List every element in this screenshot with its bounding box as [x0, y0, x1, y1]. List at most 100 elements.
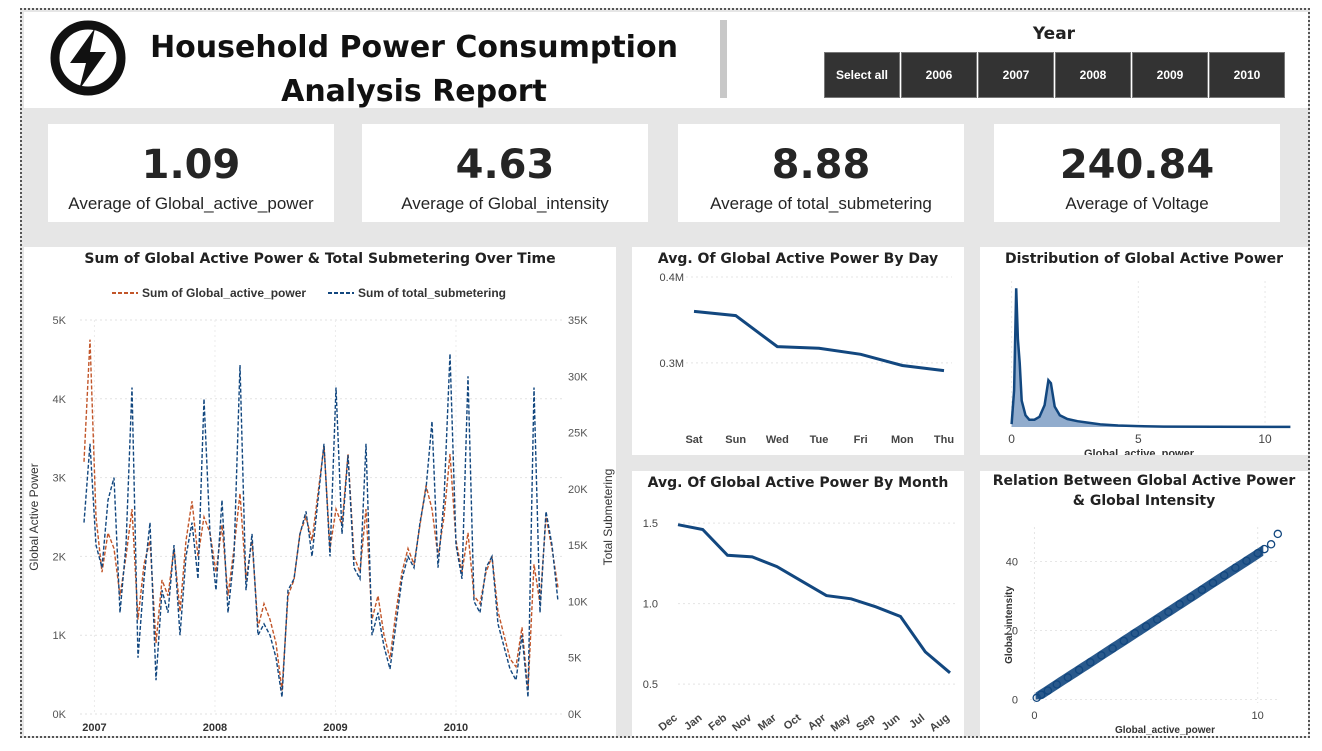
x-tick-label: 2010: [444, 722, 468, 734]
legend-label: Sum of total_submetering: [358, 286, 506, 300]
scatter-point: [1086, 658, 1095, 667]
y2-axis-title: Total Submetering: [601, 469, 615, 566]
y2-tick-label: 20K: [568, 484, 588, 496]
x-tick-label: Wed: [766, 434, 789, 446]
y-tick-label: 0.5: [643, 679, 658, 691]
scatter-point: [1043, 686, 1053, 695]
y2-tick-label: 30K: [568, 371, 588, 383]
day-chart-card[interactable]: Avg. Of Global Active Power By Day 0.4M 0…: [632, 247, 964, 455]
y-tick-label: 1.5: [643, 518, 658, 530]
y-tick-label: 3K: [53, 473, 67, 485]
x-tick-label: Aug: [928, 712, 952, 735]
x-tick-label: 2009: [323, 722, 347, 734]
kpi-value: 8.88: [771, 142, 871, 188]
y2-tick-label: 0K: [568, 709, 582, 721]
scatter-point: [1164, 607, 1173, 617]
y2-tick-label: 25K: [568, 428, 588, 440]
kpi-value: 240.84: [1059, 142, 1215, 188]
x-tick-label: Sun: [725, 434, 746, 446]
year-slicer[interactable]: Select all 2006 2007 2008 2009 2010: [824, 52, 1285, 98]
chart-title: Relation Between Global Active Power & G…: [992, 473, 1296, 509]
scatter-point: [1036, 690, 1046, 699]
dashboard-canvas: Household Power Consumption Analysis Rep…: [20, 8, 1310, 738]
kpi-label: Average of Global_intensity: [401, 194, 609, 213]
day-series-line: [693, 309, 945, 373]
scatter-point: [1208, 578, 1218, 588]
month-chart-card[interactable]: Avg. Of Global Active Power By Month 1.5…: [632, 471, 964, 736]
x-tick-label: Feb: [706, 712, 729, 734]
distribution-chart-card[interactable]: Distribution of Global Active Power 0 5 10…: [980, 247, 1308, 455]
y-tick-label: 1K: [53, 630, 67, 642]
chart-title: Distribution of Global Active Power: [1004, 251, 1284, 267]
kpi-card-global-intensity[interactable]: 4.63 Average of Global_intensity: [362, 124, 648, 222]
scatter-point: [1152, 615, 1162, 624]
scatter-point: [1253, 548, 1262, 558]
scatter-point: [1231, 563, 1240, 572]
year-option-2006[interactable]: 2006: [901, 52, 977, 98]
kpi-label: Average of total_submetering: [710, 194, 932, 213]
kpi-value: 1.09: [141, 142, 241, 188]
y-tick-label: 5K: [53, 315, 67, 327]
x-tick-label: 0: [1031, 710, 1037, 722]
x-tick-label: 10: [1252, 710, 1264, 722]
kpi-label: Average of Voltage: [1065, 194, 1209, 213]
x-tick-label: Jun: [880, 712, 903, 734]
kpi-label: Average of Global_active_power: [68, 194, 314, 213]
scatter-point: [1052, 680, 1062, 689]
time-series-chart: 0K 1K 2K 3K 4K 5K 0K 5K 10K 15K 20K 25K 30K 35K 2007 20…: [27, 286, 615, 734]
kpi-value: 4.63: [455, 142, 555, 188]
distribution-line: [1010, 288, 1291, 429]
scatter-point: [1273, 529, 1283, 539]
kpi-card-global-active-power[interactable]: 1.09 Average of Global_active_power: [48, 124, 334, 222]
scatter-chart-card[interactable]: Relation Between Global Active Power & G…: [980, 471, 1308, 736]
report-header: Household Power Consumption Analysis Rep…: [24, 12, 1308, 109]
x-tick-label: Jan: [682, 712, 705, 733]
y-tick-label: 20: [1006, 626, 1018, 638]
series-line-global-active-power: [83, 339, 559, 691]
year-option-2009[interactable]: 2009: [1132, 52, 1208, 98]
x-axis-title: Global_active_power: [1084, 448, 1195, 455]
x-tick-label: 2007: [82, 722, 106, 734]
series-line-total-submetering: [83, 353, 559, 698]
scatter-point: [1175, 600, 1184, 609]
year-option-2008[interactable]: 2008: [1055, 52, 1131, 98]
scatter-point: [1141, 622, 1151, 631]
x-tick-label: Sat: [685, 434, 702, 446]
x-tick-label: Mar: [756, 711, 779, 733]
y-tick-label: 40: [1006, 557, 1018, 569]
x-tick-label: Jul: [907, 712, 927, 731]
x-tick-label: Fri: [854, 434, 868, 446]
y-tick-label: 1.0: [643, 599, 658, 611]
time-series-chart-card[interactable]: Sum of Global Active Power & Total Subme…: [24, 247, 616, 736]
year-slicer-label: Year: [1032, 24, 1076, 44]
scatter-point: [1119, 636, 1129, 646]
scatter-point: [1097, 651, 1106, 660]
lightning-bolt-icon: [50, 20, 126, 96]
y-tick-label: 0: [1012, 695, 1018, 707]
kpi-card-voltage[interactable]: 240.84 Average of Voltage: [994, 124, 1280, 222]
chart-title: Avg. Of Global Active Power By Day: [657, 251, 939, 267]
y-tick-label: 2K: [53, 551, 67, 563]
report-title-line2: Analysis Report: [281, 74, 547, 109]
scatter-point: [1130, 629, 1140, 638]
legend-label: Sum of Global_active_power: [142, 286, 306, 300]
x-tick-label: 2008: [203, 722, 227, 734]
x-tick-label: Thu: [934, 434, 954, 446]
y-tick-label: 0.3M: [660, 358, 684, 370]
y2-tick-label: 10K: [568, 596, 588, 608]
scatter-point: [1197, 585, 1207, 595]
y-axis-title: Global_intensity: [1004, 586, 1015, 664]
scatter-point: [1266, 540, 1276, 549]
year-option-select-all[interactable]: Select all: [824, 52, 900, 98]
x-tick-label: 10: [1258, 432, 1272, 446]
chart-title: Avg. Of Global Active Power By Month: [647, 475, 949, 491]
kpi-card-total-submetering[interactable]: 8.88 Average of total_submetering: [678, 124, 964, 222]
year-option-2007[interactable]: 2007: [978, 52, 1054, 98]
x-tick-label: Sep: [854, 712, 878, 734]
y2-tick-label: 15K: [568, 540, 588, 552]
x-tick-label: Dec: [657, 712, 680, 734]
scatter-point: [1186, 593, 1195, 602]
year-option-2010[interactable]: 2010: [1209, 52, 1285, 98]
y-axis-title: Global Active Power: [27, 463, 41, 570]
x-tick-label: Nov: [730, 711, 754, 734]
